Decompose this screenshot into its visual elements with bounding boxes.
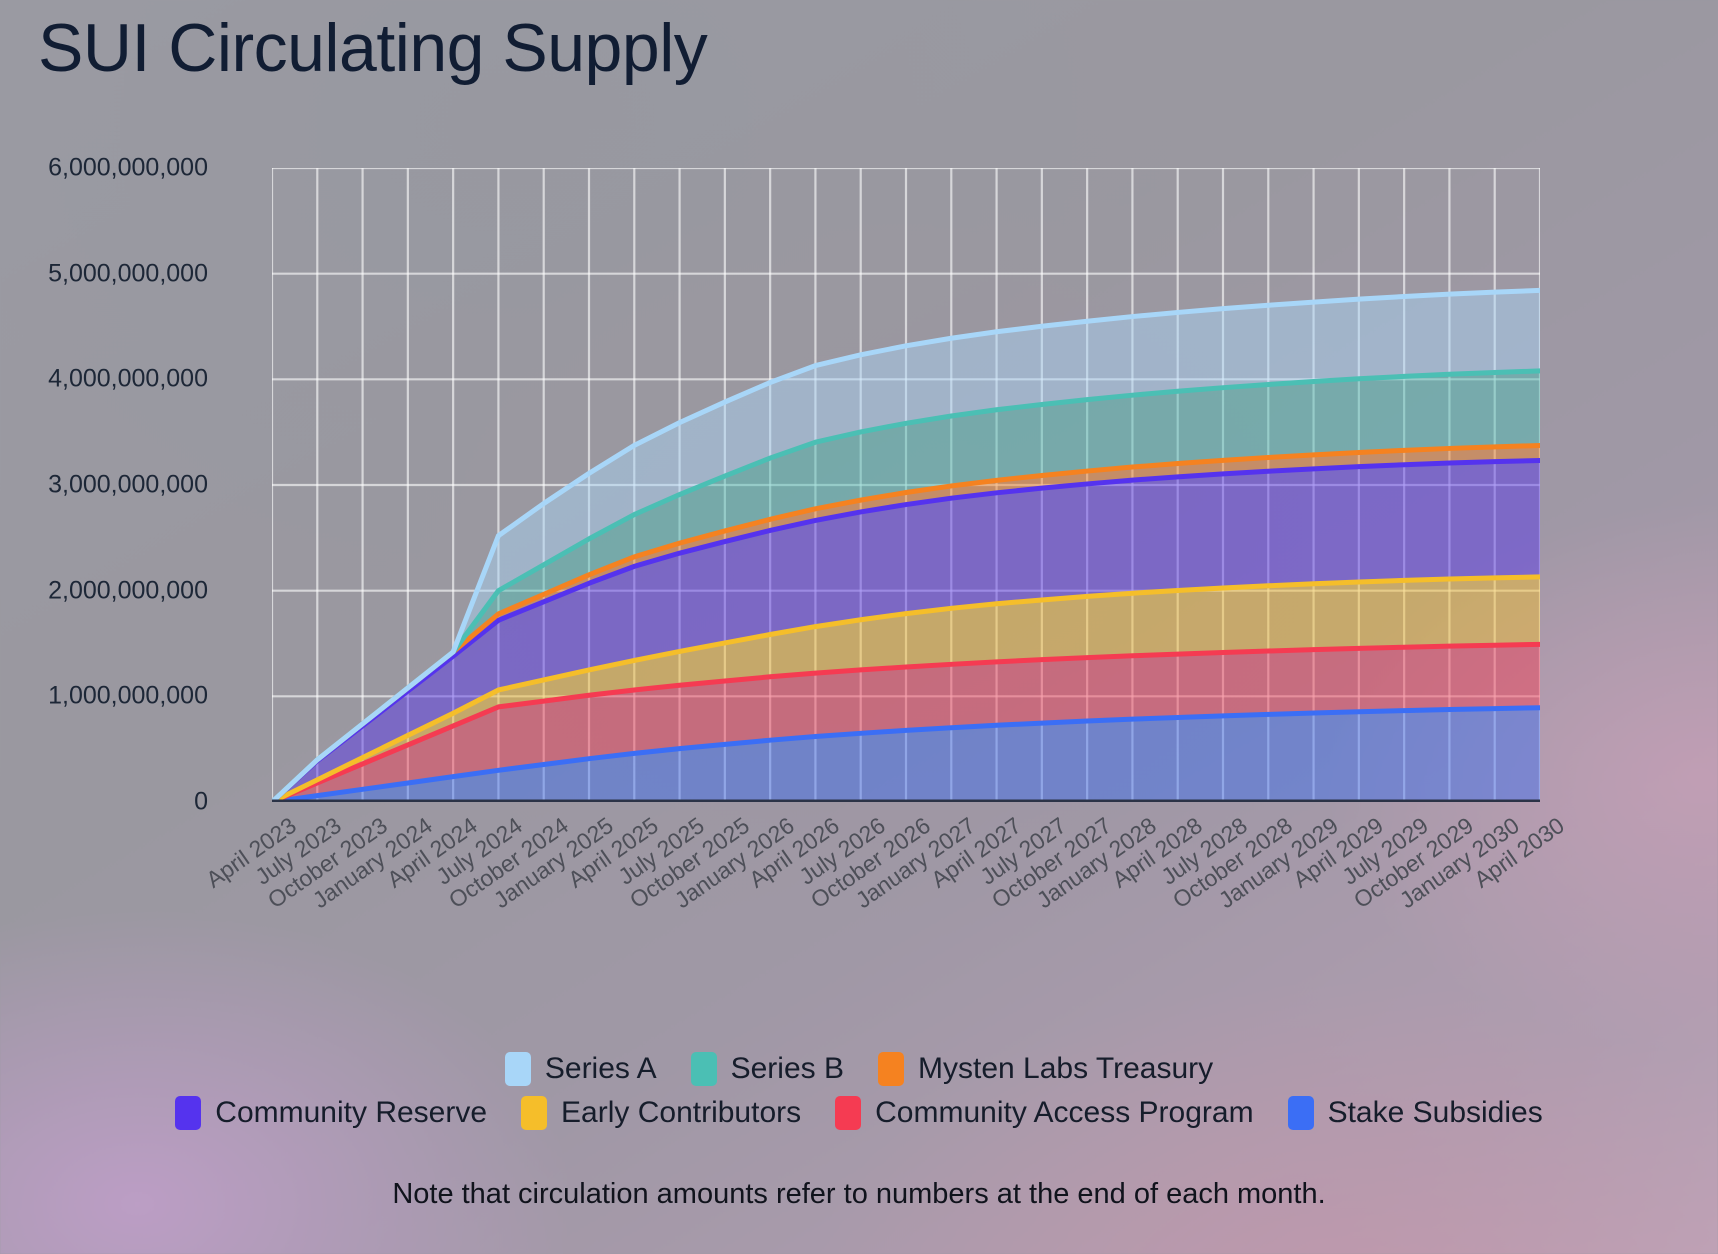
area-series-b <box>272 370 1540 802</box>
legend-label: Stake Subsidies <box>1327 1096 1543 1129</box>
legend-item-community-reserve[interactable]: Community Reserve <box>175 1096 487 1130</box>
legend-label: Community Reserve <box>215 1096 488 1129</box>
line-community-access-program <box>272 641 1540 802</box>
line-early-contributors <box>272 574 1540 802</box>
y-tick-label: 1,000,000,000 <box>48 681 208 710</box>
legend-swatch-icon <box>690 1052 717 1086</box>
legend-item-early-contributors[interactable]: Early Contributors <box>521 1096 801 1130</box>
legend-swatch-icon <box>835 1096 862 1130</box>
line-series-a <box>272 287 1540 802</box>
gridlines <box>272 168 1540 802</box>
chart-legend: Series A Series B Mysten Labs Treasury Comm… <box>0 1052 1718 1140</box>
legend-row: Series A Series B Mysten Labs Treasury <box>0 1052 1718 1086</box>
legend-label: Early Contributors <box>561 1096 802 1129</box>
plot-area <box>272 168 1540 802</box>
area-early-contributors <box>272 576 1540 802</box>
legend-label: Series B <box>730 1052 844 1085</box>
area-community-access-program <box>272 644 1540 802</box>
legend-item-community-access-program[interactable]: Community Access Program <box>835 1096 1254 1130</box>
legend-swatch-icon <box>521 1096 548 1130</box>
legend-swatch-icon <box>1287 1096 1314 1130</box>
y-tick-label: 5,000,000,000 <box>48 259 208 288</box>
legend-swatch-icon <box>504 1052 531 1086</box>
line-stake-subsidies <box>272 705 1540 802</box>
area-community-reserve <box>272 460 1540 802</box>
legend-row: Community Reserve Early Contributors Commu… <box>0 1096 1718 1130</box>
line-series-b <box>272 368 1540 802</box>
line-mysten-labs-treasury <box>272 442 1540 802</box>
area-series-a <box>272 290 1540 802</box>
legend-label: Series A <box>544 1052 657 1085</box>
y-tick-label: 2,000,000,000 <box>48 576 208 605</box>
stacked-area-chart <box>272 168 1540 802</box>
legend-label: Mysten Labs Treasury <box>918 1052 1214 1085</box>
legend-swatch-icon <box>878 1052 904 1086</box>
y-axis: 0 1,000,000,000 2,000,000,000 3,000,000,000… <box>0 154 256 816</box>
chart-footnote: Note that circulation amounts refer to n… <box>392 1178 1326 1210</box>
y-tick-label: 6,000,000,000 <box>48 153 208 182</box>
legend-item-stake-subsidies[interactable]: Stake Subsidies <box>1287 1096 1543 1130</box>
legend-swatch-icon <box>175 1096 202 1130</box>
y-tick-label: 3,000,000,000 <box>48 470 208 499</box>
y-tick-label: 4,000,000,000 <box>48 364 208 393</box>
line-community-reserve <box>272 457 1540 802</box>
page-title: SUI Circulating Supply <box>38 10 708 86</box>
legend-label: Community Access Program <box>875 1096 1254 1129</box>
x-axis: April 2023 July 2023 October 2023 January 2… <box>201 806 1569 986</box>
legend-item-series-a[interactable]: Series A <box>504 1052 657 1086</box>
y-tick-label: 0 <box>194 787 208 816</box>
legend-item-mysten-labs-treasury[interactable]: Mysten Labs Treasury <box>878 1052 1213 1086</box>
area-stake-subsidies <box>272 707 1540 802</box>
legend-item-series-b[interactable]: Series B <box>690 1052 844 1086</box>
series-lines <box>272 287 1540 802</box>
series-areas <box>272 290 1540 802</box>
